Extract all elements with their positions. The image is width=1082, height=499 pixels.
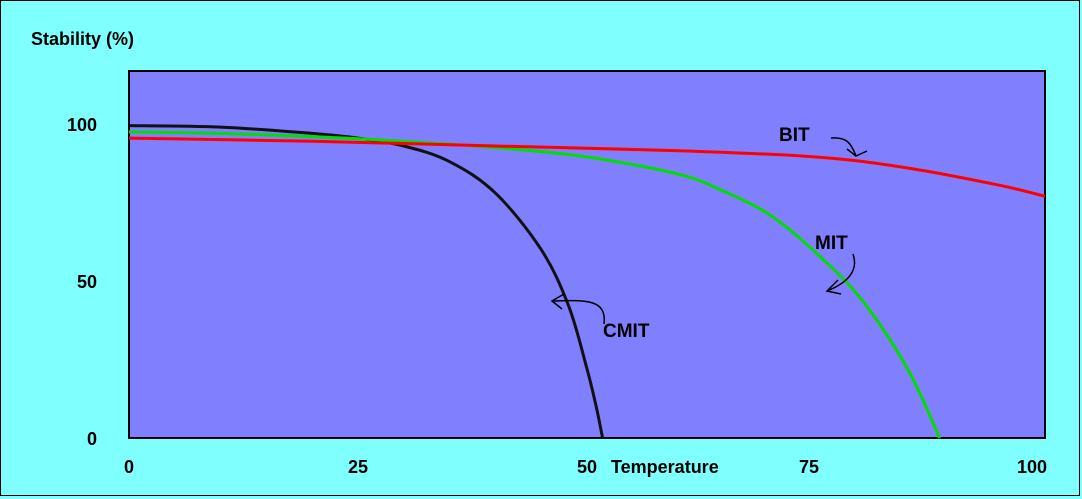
y-axis-title: Stability (%) xyxy=(31,29,134,49)
x-tick-label-75: 75 xyxy=(799,457,819,477)
bit-arrow xyxy=(830,137,857,157)
x-tick-label-25: 25 xyxy=(348,457,368,477)
cmit-arrowhead xyxy=(550,293,565,310)
mit-arrowhead xyxy=(825,279,842,295)
cmit-arrow xyxy=(551,299,605,325)
y-tick-label-100: 100 xyxy=(67,115,97,135)
x-tick-labels: 0 25 50 75 100 xyxy=(124,457,1047,477)
series-annotations: CMIT MIT BIT xyxy=(550,125,868,342)
bit-label: BIT xyxy=(779,125,810,146)
plot-area xyxy=(128,70,1046,439)
y-tick-label-0: 0 xyxy=(87,429,97,449)
x-tick-label-0: 0 xyxy=(124,457,134,477)
x-tick-label-50: 50 xyxy=(577,457,597,477)
y-tick-label-50: 50 xyxy=(77,272,97,292)
mit-arrow xyxy=(826,253,856,292)
series-lines xyxy=(128,124,1046,439)
series-line-cmit xyxy=(128,124,605,439)
x-axis-title: Temperature xyxy=(611,457,719,477)
x-tick-label-100: 100 xyxy=(1017,457,1047,477)
mit-label: MIT xyxy=(815,233,848,254)
y-tick-labels: 0 50 100 xyxy=(67,115,97,449)
series-line-mit xyxy=(128,130,942,439)
cmit-label: CMIT xyxy=(603,321,650,342)
series-line-bit xyxy=(128,136,1046,198)
bit-arrowhead xyxy=(846,148,868,157)
